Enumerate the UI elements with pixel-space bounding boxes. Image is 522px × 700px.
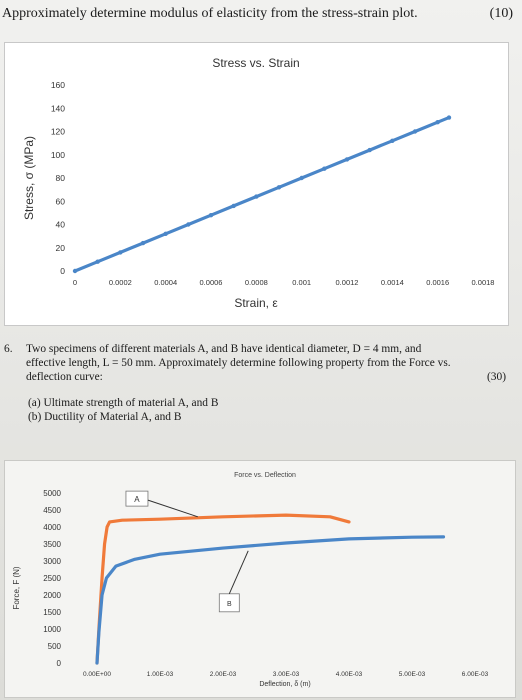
x-axis-label: Deflection, δ (m) <box>259 681 310 688</box>
y-tick-label: 4500 <box>43 506 61 515</box>
data-point <box>140 240 146 246</box>
y-tick-label: 20 <box>56 243 66 253</box>
data-point <box>186 222 191 227</box>
data-point <box>231 203 236 209</box>
question-6-line-2: effective length, L = 50 mm. Approximate… <box>26 357 451 369</box>
stress-strain-svg: Stress vs. Strain 0 20 40 60 80 100 120 140 160 0 0… <box>22 56 495 310</box>
force-deflection-chart: Force vs. Deflection 0 500 1000 1500 2000 2500… <box>4 460 516 698</box>
data-point <box>254 194 259 199</box>
y-tick-label: 60 <box>56 196 66 206</box>
chart-title: Force vs. Deflection <box>234 472 296 479</box>
annotation-a-label: A <box>134 495 140 504</box>
x-tick-label: 0.0008 <box>245 278 268 287</box>
y-tick-label: 140 <box>51 103 65 113</box>
x-tick-label: 0.0004 <box>154 278 177 287</box>
data-point <box>322 166 327 171</box>
y-tick-label: 2500 <box>43 574 61 583</box>
y-tick-label: 120 <box>51 127 65 137</box>
y-tick-label: 0 <box>57 659 62 668</box>
y-tick-label: 80 <box>56 173 66 183</box>
question-6-part-a: (a) Ultimate strength of material A, and… <box>28 397 219 409</box>
data-point <box>299 175 304 181</box>
y-tick-label: 1500 <box>43 608 61 617</box>
question-6-points: (30) <box>487 371 506 383</box>
question-6-number: 6. <box>4 343 13 355</box>
force-deflection-svg: Force vs. Deflection 0 500 1000 1500 2000 2500… <box>12 472 489 688</box>
data-point <box>390 138 395 143</box>
question-6: 6. Two specimens of different materials … <box>4 342 512 424</box>
y-tick-label: 100 <box>51 150 65 160</box>
data-point <box>276 185 282 190</box>
chart-title: Stress vs. Strain <box>212 56 299 70</box>
question-6-line-3: deflection curve: <box>26 371 103 383</box>
stress-strain-chart: Stress vs. Strain 0 20 40 60 80 100 120 140 160 0 0… <box>4 42 509 326</box>
data-point <box>367 147 372 153</box>
data-point <box>72 268 78 274</box>
y-tick-label: 160 <box>51 80 65 90</box>
annotation-a-box <box>125 490 149 507</box>
y-tick-label: 3000 <box>43 557 61 566</box>
x-tick-label: 0.0012 <box>336 278 359 287</box>
question-6-part-b: (b) Ductility of Material A, and B <box>28 411 182 423</box>
y-tick-label: 40 <box>56 220 66 230</box>
series-A-line <box>95 513 351 665</box>
annotation-b-label: B <box>227 601 232 608</box>
data-point <box>208 213 214 218</box>
x-tick-label: 0.0002 <box>109 278 132 287</box>
x-tick-label: 0.0016 <box>426 278 449 287</box>
x-tick-label: 1.00E-03 <box>147 671 174 678</box>
x-tick-label: 0.0018 <box>472 278 495 287</box>
data-point <box>344 157 350 162</box>
x-tick-label: 3.00E-03 <box>273 671 300 678</box>
data-point <box>118 250 123 255</box>
y-tick-label: 0 <box>60 266 65 276</box>
x-axis-label: Strain, ε <box>234 296 278 310</box>
series-B-line <box>95 535 446 665</box>
y-tick-label: 3500 <box>43 540 61 549</box>
annotation-a-arrow <box>147 499 198 518</box>
x-tick-label: 0.00E+00 <box>83 671 111 678</box>
question-6-line-1: Two specimens of different materials A, … <box>26 343 422 355</box>
y-tick-label: 4000 <box>43 523 61 532</box>
x-tick-label: 5.00E-03 <box>399 671 426 678</box>
y-tick-label: 2000 <box>43 591 61 600</box>
annotation-b-arrow <box>228 550 249 595</box>
stress-strain-line <box>73 115 451 273</box>
question-title: Approximately determine modulus of elast… <box>2 6 418 21</box>
y-axis-label: Force, F (N) <box>12 566 21 609</box>
y-tick-label: 5000 <box>43 489 61 498</box>
x-tick-label: 0.0014 <box>381 278 404 287</box>
x-tick-label: 4.00E-03 <box>336 671 363 678</box>
x-tick-label: 0.0006 <box>200 278 223 287</box>
data-point <box>446 115 452 120</box>
question-header: Approximately determine modulus of elast… <box>2 6 517 22</box>
x-tick-label: 0 <box>73 278 77 287</box>
data-point <box>95 259 100 264</box>
x-tick-label: 2.00E-03 <box>210 671 237 678</box>
data-point <box>412 129 418 134</box>
y-tick-label: 500 <box>48 642 62 651</box>
x-tick-label: 6.00E-03 <box>462 671 489 678</box>
question-points: (10) <box>489 6 513 21</box>
y-axis-label: Stress, σ (MPa) <box>22 136 36 220</box>
data-point <box>435 120 440 125</box>
x-tick-label: 0.001 <box>292 278 311 287</box>
y-tick-label: 1000 <box>43 625 61 634</box>
data-point <box>163 231 168 236</box>
